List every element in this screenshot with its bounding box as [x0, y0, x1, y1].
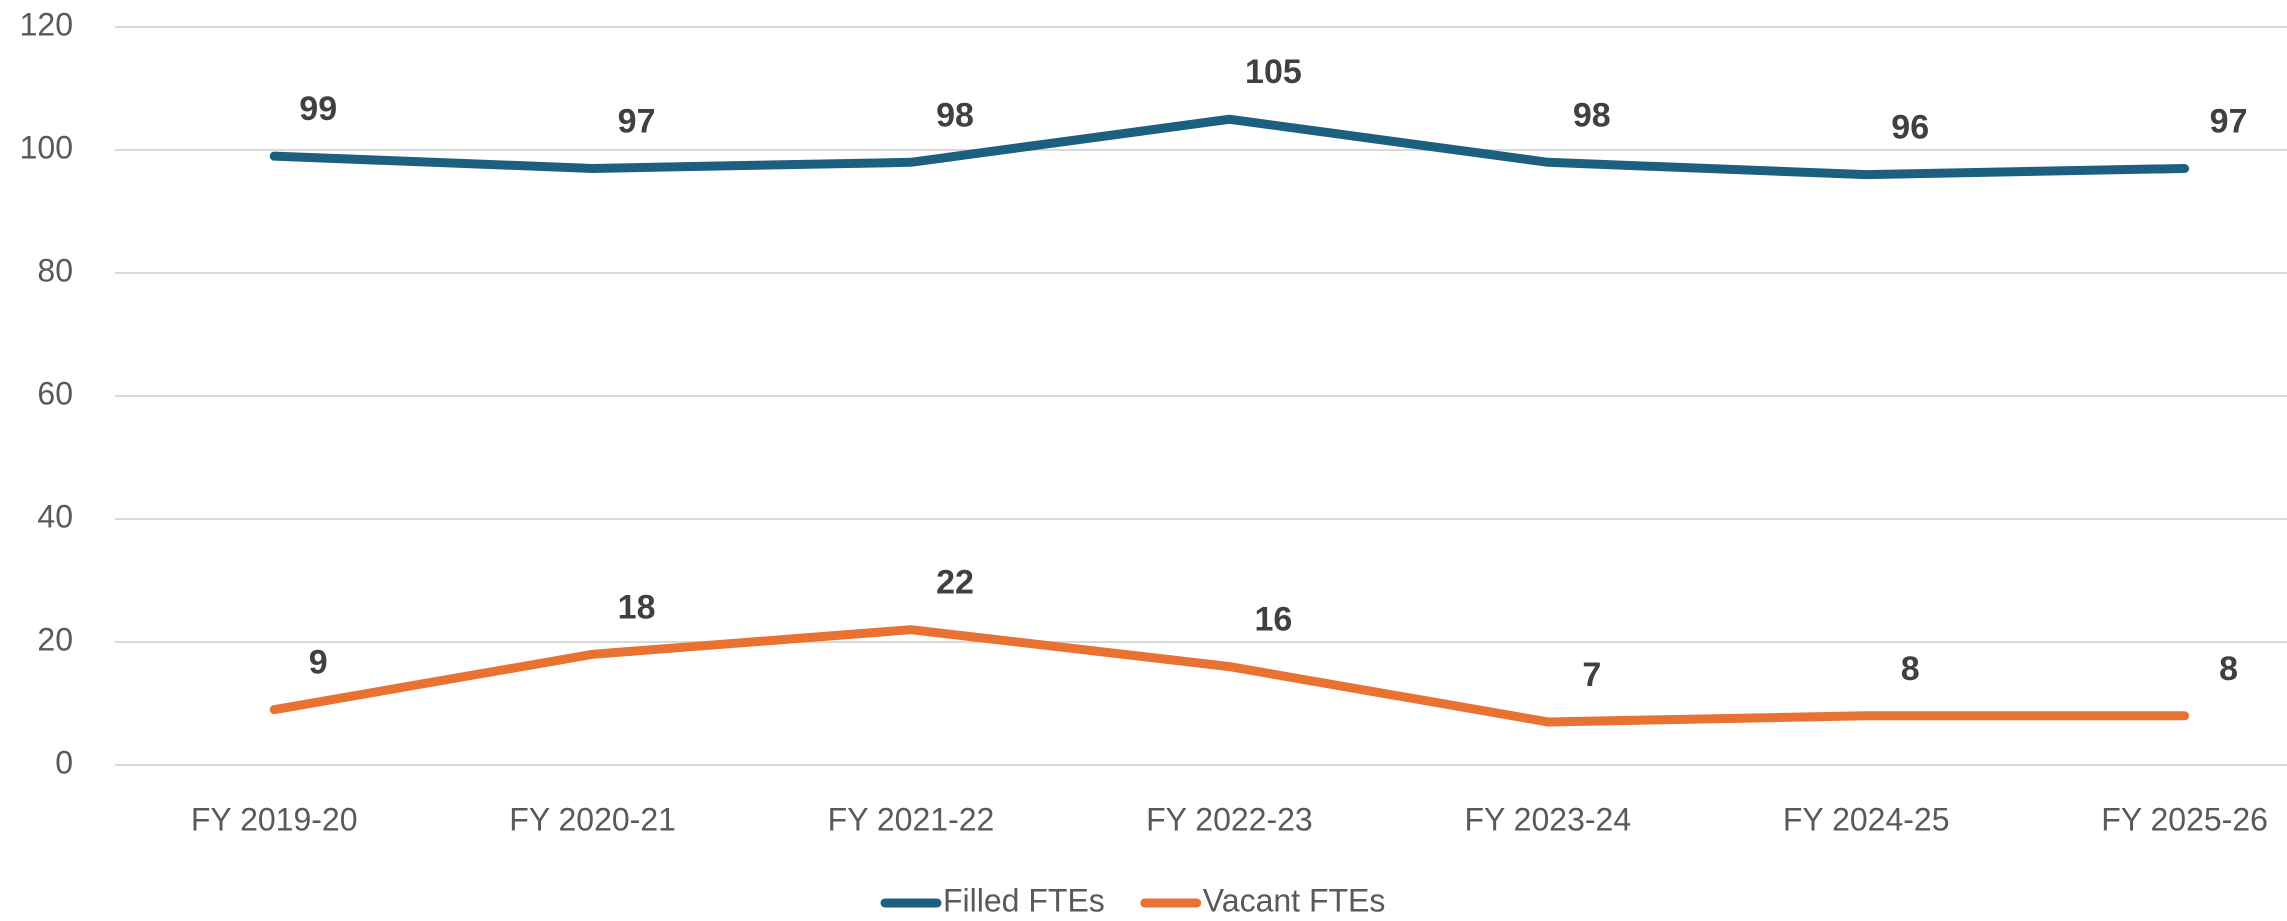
y-tick-label: 20 [37, 621, 73, 657]
legend-label: Filled FTEs [943, 882, 1105, 918]
y-tick-label: 100 [20, 129, 73, 165]
data-label: 97 [2210, 102, 2248, 140]
y-tick-label: 80 [37, 252, 73, 288]
y-tick-label: 40 [37, 498, 73, 534]
data-label: 7 [1582, 656, 1601, 694]
x-tick-label: FY 2023-24 [1464, 801, 1631, 837]
x-tick-label: FY 2024-25 [1783, 801, 1950, 837]
x-tick-label: FY 2020-21 [509, 801, 676, 837]
data-label: 99 [299, 90, 337, 128]
data-label: 18 [618, 588, 656, 626]
series-line [269, 114, 2190, 180]
data-label: 96 [1891, 109, 1929, 147]
y-tick-label: 0 [55, 744, 73, 780]
data-label: 98 [1573, 96, 1611, 134]
series-line [269, 625, 2190, 727]
y-tick-label: 120 [20, 6, 73, 42]
legend-label: Vacant FTEs [1203, 882, 1386, 918]
data-label: 9 [309, 644, 328, 682]
x-tick-label: FY 2019-20 [191, 801, 358, 837]
data-label: 8 [1901, 650, 1920, 688]
data-label: 98 [936, 96, 974, 134]
x-tick-label: FY 2021-22 [828, 801, 995, 837]
x-tick-label: FY 2025-26 [2101, 801, 2268, 837]
data-label: 97 [618, 102, 656, 140]
data-label: 105 [1245, 53, 1302, 91]
data-label: 8 [2219, 650, 2238, 688]
x-tick-label: FY 2022-23 [1146, 801, 1313, 837]
data-label: 22 [936, 564, 974, 602]
y-tick-label: 60 [37, 375, 73, 411]
data-label: 16 [1254, 601, 1292, 639]
